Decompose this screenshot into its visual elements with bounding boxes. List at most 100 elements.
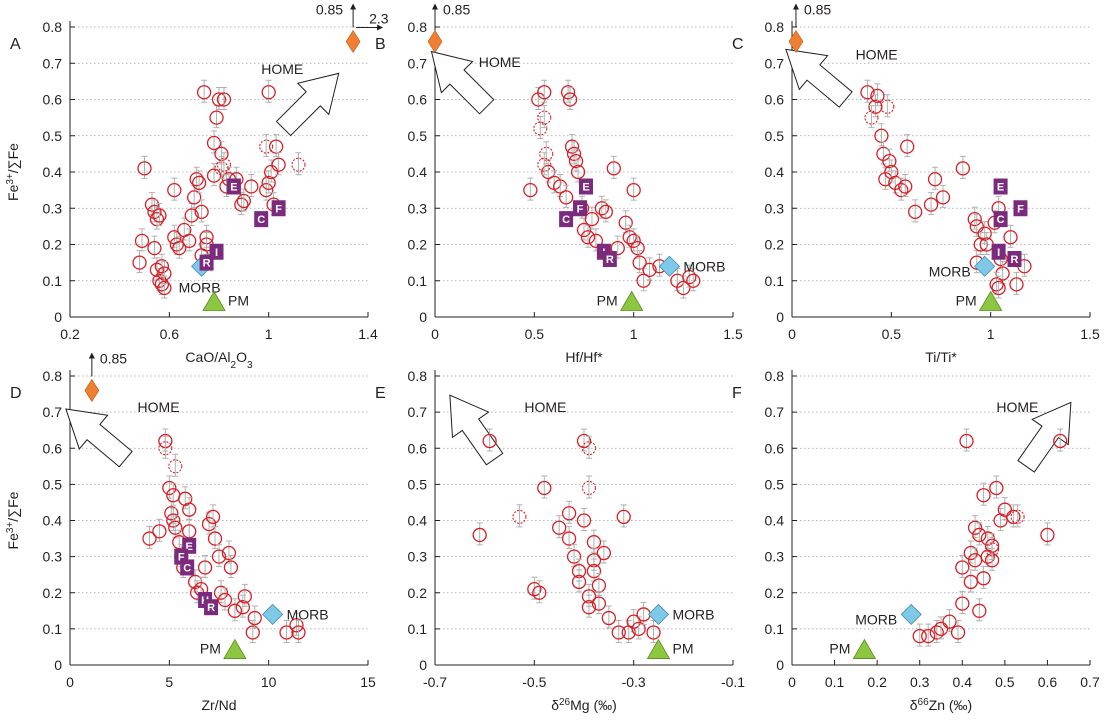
x-tick-label: -0.3 [622,674,646,690]
y-tick-label: 0.4 [765,164,785,180]
data-point [236,193,251,209]
y-tick-label: 0.5 [408,476,428,492]
home-arrow-shape [785,48,853,108]
y-tick-label: 0 [54,657,62,673]
data-point [247,610,262,626]
x-tick-label: 0 [788,674,796,690]
x-tick-label: 0.1 [825,674,845,690]
sample-label: F [275,203,282,215]
x-tick-label: 0.3 [910,674,930,690]
data-point [927,172,943,187]
y-axis-label: Fe3+/∑Fe [5,491,22,549]
y-tick-label: 0.7 [43,404,63,420]
sample-label: R [203,258,211,270]
data-point [976,488,991,503]
data-point [132,255,147,270]
pm-marker [646,638,671,659]
data-point [581,600,597,615]
y-tick-label: 0.6 [43,92,63,108]
y-tick-label: 0.4 [408,164,428,180]
data-point [244,179,259,194]
x-tick-label: 1 [265,326,273,342]
data-point [616,509,631,525]
data-point [197,560,213,575]
sample-label: E [230,182,237,194]
panel-c: 0 0.1 0.2 0.3 0.4 0.5 0.6 0.7 0.8 0 0.5 1 1.5 Ti/Ti* C… [732,2,1100,366]
data-point [205,509,221,525]
data-point [882,153,897,169]
data-point [581,441,597,456]
sample-r [1007,251,1022,267]
y-tick-label: 0.3 [43,549,63,565]
pm-marker [619,290,644,311]
y-tick-label: 0.1 [43,621,63,637]
offscale-marker [84,378,100,403]
x-tick-label: 0 [431,326,439,342]
home-arrow-shape [65,408,133,468]
y-tick-label: 0.1 [408,621,428,637]
home-arrow-shape [430,50,495,115]
data-point [523,182,538,198]
sample-label: F [178,552,185,564]
data-point [553,179,568,194]
panel-e: 0 0.1 0.2 0.3 0.4 0.5 0.6 0.7 0.8 -0.7 -0.5 -0.3 -0.… [375,368,745,713]
sample-c [254,211,269,228]
x-tick-label: -0.7 [423,674,447,690]
sample-f [271,200,286,217]
y-tick-label: 0.1 [765,273,785,289]
sample-r [199,254,214,271]
data-point [977,226,992,241]
y-tick-label: 0.2 [765,237,785,253]
data-point [552,520,567,535]
panel-letter: B [375,36,386,53]
offscale-up-head [350,3,357,10]
panel-letter: D [10,385,22,402]
sample-r [204,599,219,616]
y-tick-label: 0.3 [408,200,428,216]
y-tick-label: 0.6 [765,92,785,108]
y-tick-label: 0 [419,309,427,325]
sample-c [180,559,195,576]
data-point [622,230,637,245]
data-point [955,596,970,611]
data-point [137,161,152,176]
x-tick-label: 0.2 [60,326,80,342]
x-tick-label: 1.5 [723,326,743,342]
data-point [580,230,596,245]
data-point [166,513,181,528]
y-tick-label: 0 [776,657,784,673]
data-point [610,240,625,256]
data-point [541,164,556,180]
data-point [537,110,552,125]
offscale-right-label: 2.3 [369,11,389,27]
data-point [989,480,1004,496]
data-point [152,208,167,223]
panel-d: 0 0.1 0.2 0.3 0.4 0.5 0.6 0.7 0.8 0 5 10 15 Zr/Nd Fe3+… [5,350,376,713]
data-point [235,600,250,615]
data-point [682,269,697,285]
morb-label: MORB [287,606,329,622]
y-tick-label: 0.8 [408,19,428,35]
data-point [860,85,875,100]
data-point [626,614,641,629]
data-point [894,182,909,198]
sample-label: R [606,254,614,266]
sample-label: C [183,562,191,574]
pm-label: PM [829,641,850,657]
data-point [261,85,276,100]
offscale-up-label: 0.85 [804,2,831,18]
data-point [261,175,276,191]
morb-marker [262,603,284,625]
data-point [985,542,1000,557]
y-tick-label: 0.4 [408,513,428,529]
data-point [532,585,547,600]
data-point [168,520,183,535]
data-point [963,574,978,590]
y-tick-label: 0.8 [408,368,428,384]
x-tick-label: 10 [261,674,277,690]
data-point [646,625,661,640]
data-point [576,513,592,528]
data-point [279,625,294,640]
data-point [162,480,177,496]
data-point [969,219,984,234]
